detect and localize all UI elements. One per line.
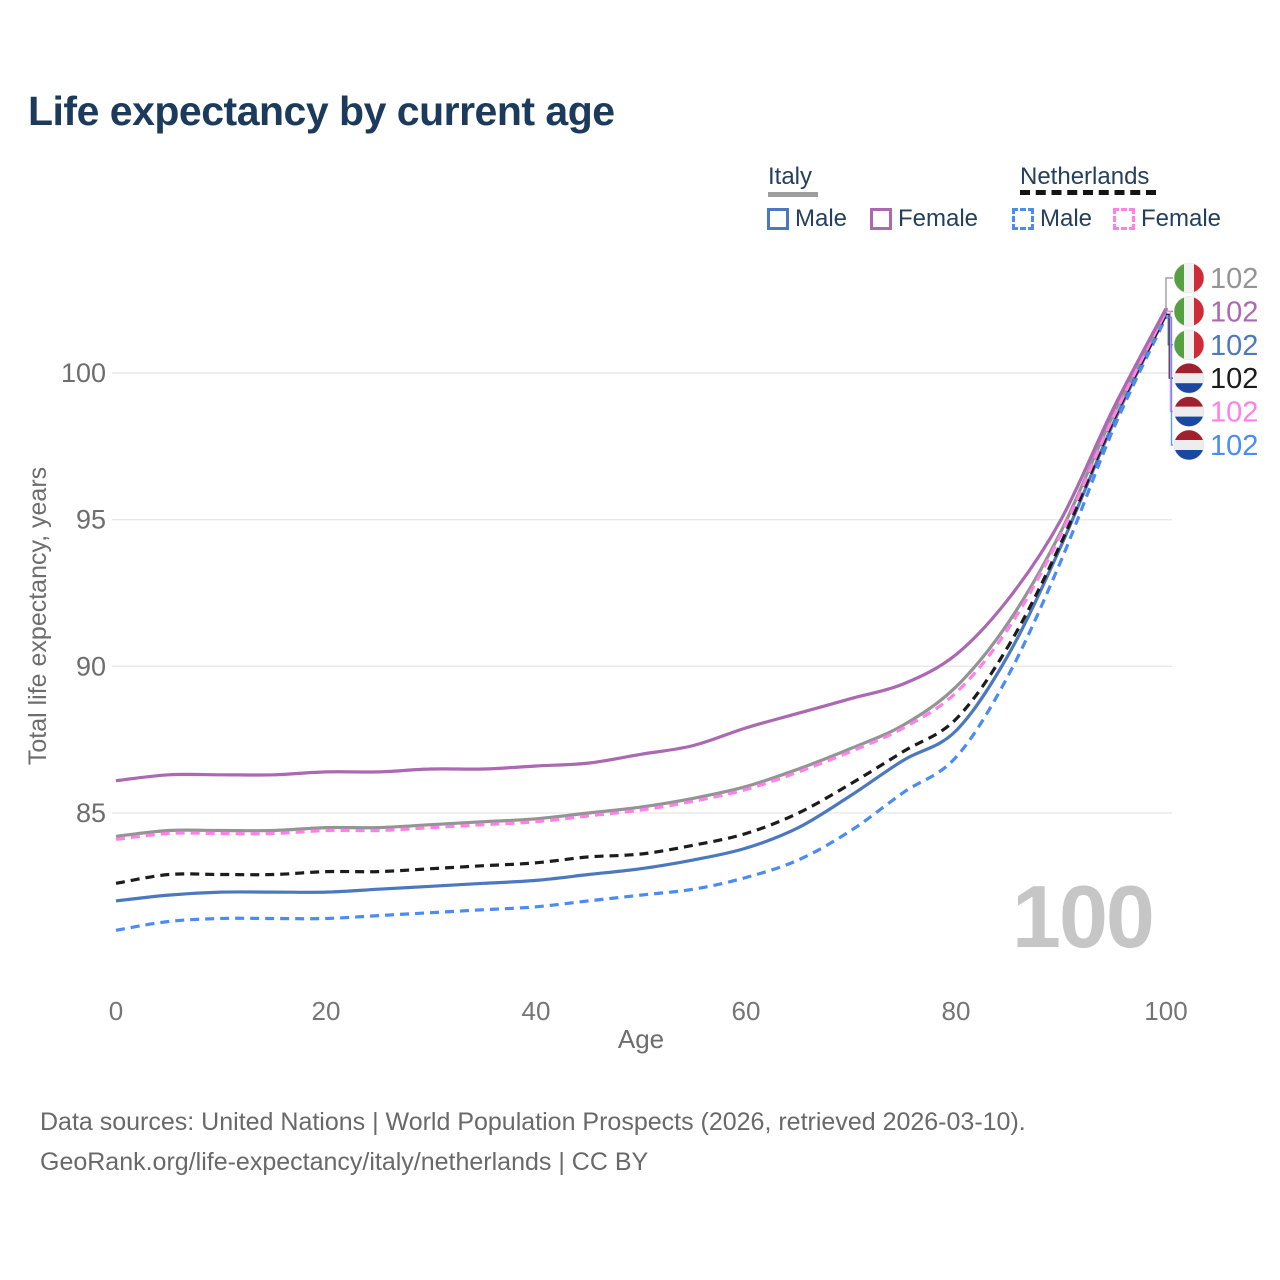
legend-group-italy: Italy: [768, 163, 813, 190]
series-line-italy_total: [115, 310, 1168, 838]
x-tick-label: 40: [522, 996, 551, 1026]
legend-item-italy-female[interactable]: Female: [870, 205, 978, 233]
series-line-italy_female: [115, 307, 1168, 783]
netherlands-male-swatch-icon: [1012, 208, 1034, 230]
end-label-italy_female: 102: [1173, 296, 1258, 328]
footer-data-sources: Data sources: United Nations | World Pop…: [40, 1108, 1026, 1136]
y-tick-label: 95: [76, 505, 106, 535]
end-label-value: 102: [1210, 296, 1258, 328]
legend-item-italy-male[interactable]: Male: [767, 205, 847, 233]
legend-netherlands-underline: [1020, 190, 1156, 195]
end-label-nl_female: 102: [1173, 396, 1258, 429]
x-tick-label: 80: [942, 996, 971, 1026]
end-label-italy_total: 102: [1173, 262, 1258, 295]
italy-male-swatch-icon: [767, 208, 789, 230]
netherlands-flag-icon: [1173, 429, 1205, 461]
y-axis-title: Total life expectancy, years: [24, 467, 52, 765]
italy-flag-icon: [1173, 329, 1205, 361]
x-axis-title: Age: [618, 1024, 664, 1054]
legend-italy-underline: [768, 192, 818, 197]
y-tick-label: 100: [61, 358, 106, 388]
end-label-connector-italy_total: [1165, 277, 1173, 312]
netherlands-flag-icon: [1173, 396, 1205, 427]
end-label-value: 102: [1210, 363, 1258, 395]
x-tick-label: 0: [109, 996, 123, 1026]
legend-group-netherlands: Netherlands: [1020, 163, 1150, 190]
legend-item-label: Female: [1141, 205, 1222, 232]
current-age-watermark: 100: [1012, 867, 1155, 966]
netherlands-female-swatch-icon: [1113, 208, 1135, 230]
netherlands-flag-icon: [1173, 362, 1205, 394]
end-label-nl_male: 102: [1173, 429, 1258, 462]
series-line-italy_male: [115, 313, 1168, 903]
end-label-value: 102: [1210, 330, 1258, 362]
series-line-nl_total: [115, 313, 1168, 885]
footer-attribution: GeoRank.org/life-expectancy/italy/nether…: [40, 1148, 649, 1176]
end-label-value: 102: [1210, 397, 1258, 429]
x-tick-label: 60: [732, 996, 761, 1026]
legend-item-label: Male: [795, 205, 848, 232]
x-tick-label: 100: [1144, 996, 1187, 1026]
end-label-nl_total: 102: [1173, 362, 1258, 395]
end-label-connector-nl_male: [1166, 316, 1173, 446]
series-line-nl_female: [115, 310, 1168, 841]
legend-item-label: Male: [1040, 205, 1093, 232]
legend-item-netherlands-female[interactable]: Female: [1113, 205, 1221, 233]
x-tick-label: 20: [312, 996, 341, 1026]
series-line-nl_male: [115, 316, 1168, 932]
italy-flag-icon: [1173, 262, 1205, 294]
y-tick-label: 90: [76, 651, 106, 681]
italy-flag-icon: [1173, 296, 1205, 327]
page-title: Life expectancy by current age: [28, 88, 615, 134]
italy-female-swatch-icon: [870, 208, 892, 230]
end-label-value: 102: [1210, 430, 1258, 462]
end-label-value: 102: [1210, 263, 1258, 295]
end-label-italy_male: 102: [1173, 329, 1258, 362]
legend-item-netherlands-male[interactable]: Male: [1012, 205, 1092, 233]
y-tick-label: 85: [76, 798, 106, 828]
legend-item-label: Female: [898, 205, 979, 232]
